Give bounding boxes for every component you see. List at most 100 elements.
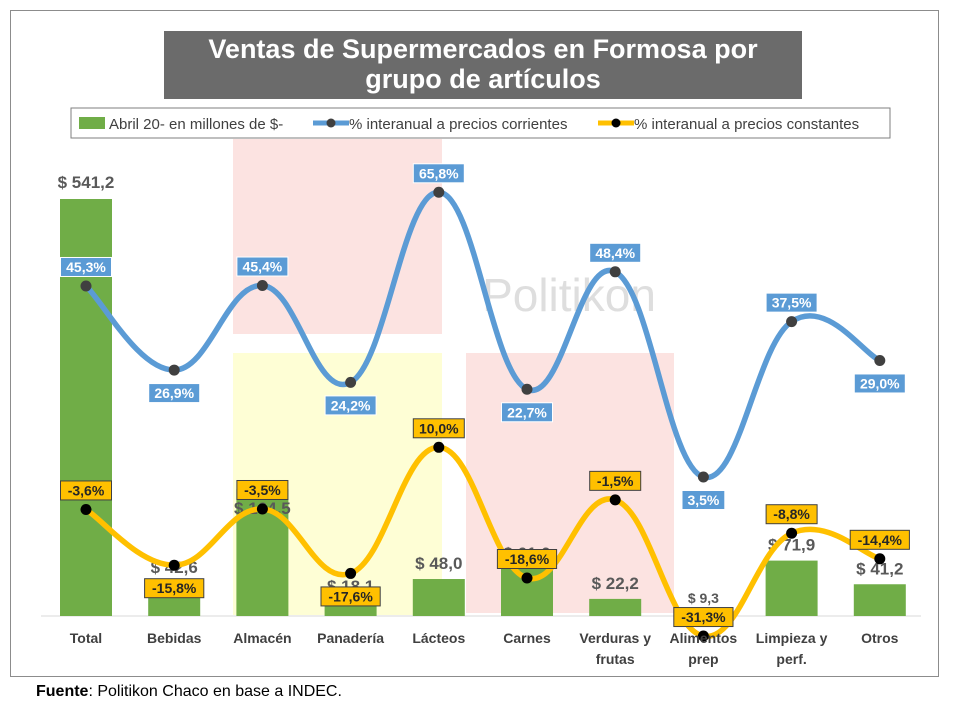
bar-value-label: $ 41,2: [856, 559, 903, 578]
category-label: Otros: [861, 630, 899, 646]
line-marker: [345, 567, 357, 579]
category-label: Limpieza y perf.: [756, 630, 828, 667]
line-label-corrientes: 24,2%: [331, 397, 371, 413]
legend-swatch-marker: [611, 118, 621, 128]
line-marker: [874, 354, 886, 366]
line-corrientes: [83, 189, 883, 480]
category-label: Verduras y frutas: [579, 630, 651, 667]
line-marker: [345, 376, 357, 388]
line-label-constantes: 10,0%: [419, 420, 459, 436]
line-label-constantes: -15,8%: [152, 580, 197, 596]
source-note: Fuente: Politikon Chaco en base a INDEC.: [36, 683, 342, 701]
line-label-corrientes-box: [765, 292, 818, 313]
line-label-constantes: -3,5%: [244, 482, 281, 498]
line-label-constantes-box: [765, 504, 818, 525]
chart-svg: Politikon Ventas de Supermercados en For…: [41, 31, 921, 667]
lines-group: [83, 189, 883, 639]
line-marker: [697, 471, 709, 483]
line-label-constantes: -18,6%: [505, 551, 550, 567]
legend-swatch-marker: [326, 118, 336, 128]
line-labels-group: 45,3% 26,9% 45,4% 24,2% 65,8% 22,7% 48,4% 3,5% 3…: [60, 163, 910, 628]
line-label-corrientes: 37,5%: [772, 295, 812, 311]
line-label-corrientes-box: [589, 242, 642, 263]
line-marker: [168, 364, 180, 376]
line-marker: [609, 266, 621, 278]
category-label: Alimentos prep: [670, 630, 738, 667]
legend-label: % interanual a precios constantes: [634, 116, 859, 133]
legend: Abril 20- en millones de $- % interanual …: [70, 107, 891, 139]
line-label-constantes: -8,8%: [773, 506, 810, 522]
line-marker: [80, 280, 92, 292]
line-label-corrientes-box: [324, 395, 377, 416]
bar-value-label: $ 48,0: [415, 554, 462, 573]
watermark-logo: Politikon: [482, 269, 656, 321]
line-label-constantes-box: [849, 529, 910, 550]
line-label-corrientes: 45,4%: [243, 259, 283, 275]
line-marker: [433, 186, 445, 198]
line-label-constantes-box: [412, 418, 465, 439]
legend-label: Abril 20- en millones de $-: [109, 116, 283, 133]
line-label-constantes: -1,5%: [597, 473, 634, 489]
line-label-corrientes: 48,4%: [595, 245, 635, 261]
line-label-corrientes: 22,7%: [507, 404, 547, 420]
line-marker: [80, 503, 92, 515]
line-label-constantes: -3,6%: [68, 482, 105, 498]
line-marker: [786, 527, 798, 539]
line-marker: [609, 494, 621, 506]
line-label-constantes-box: [60, 480, 112, 501]
source-text: : Politikon Chaco en base a INDEC.: [88, 683, 342, 700]
bar-value-label: $ 22,2: [592, 574, 639, 593]
legend-box: [70, 107, 891, 139]
highlight-pink-bottom: [466, 353, 674, 613]
source-label: Fuente: [36, 683, 89, 700]
bar: [765, 560, 818, 616]
line-constantes: [83, 444, 883, 639]
category-label: Almacén: [233, 630, 291, 646]
line-label-constantes-box: [236, 479, 289, 500]
line-label-corrientes: 3,5%: [687, 492, 719, 508]
chart-frame: Politikon Ventas de Supermercados en For…: [10, 10, 939, 677]
line-label-corrientes-box: [853, 373, 906, 394]
bar: [412, 579, 465, 616]
line-label-constantes-box: [496, 549, 558, 570]
bar-value-label: $ 9,3: [688, 590, 719, 606]
markers-group: [80, 186, 886, 642]
line-marker: [697, 630, 709, 642]
bar: [589, 598, 642, 616]
line-label-constantes: -31,3%: [681, 609, 726, 625]
category-label: Lácteos: [412, 630, 465, 646]
line-label-corrientes-box: [412, 163, 465, 184]
line-marker: [256, 280, 268, 292]
category-label: Panadería: [317, 630, 384, 646]
line-label-corrientes: 65,8%: [419, 165, 459, 181]
line-label-corrientes-box: [60, 256, 112, 277]
category-label: Carnes: [503, 630, 551, 646]
line-label-corrientes: 26,9%: [154, 385, 194, 401]
chart-title: Ventas de Supermercados en Formosa por gr…: [208, 34, 758, 94]
line-label-corrientes-box: [148, 383, 201, 404]
line-label-corrientes-box: [681, 490, 726, 511]
line-marker: [168, 559, 180, 571]
line-label-constantes-box: [320, 586, 381, 607]
line-label-constantes-box: [589, 470, 642, 491]
line-marker: [521, 383, 533, 395]
legend-swatch-bar: [79, 117, 105, 129]
line-label-corrientes-box: [501, 402, 553, 423]
bar: [853, 584, 906, 616]
category-label: Total: [70, 630, 102, 646]
title-box: [164, 31, 802, 99]
line-label-constantes: -17,6%: [328, 588, 373, 604]
line-marker: [433, 441, 445, 453]
line-label-corrientes: 29,0%: [860, 375, 900, 391]
bar-value-label: $ 541,2: [58, 173, 115, 192]
legend-label: % interanual a precios corrientes: [349, 116, 567, 133]
line-label-corrientes-box: [236, 256, 289, 277]
line-marker: [256, 503, 268, 515]
line-marker: [521, 572, 533, 584]
category-labels-group: Total Bebidas Almacén Panadería Lácteos Carne…: [70, 630, 899, 667]
line-label-constantes: -14,4%: [858, 532, 903, 548]
line-marker: [786, 316, 798, 328]
line-label-corrientes: 45,3%: [66, 259, 106, 275]
line-label-constantes-box: [673, 607, 734, 628]
line-marker: [874, 553, 886, 565]
